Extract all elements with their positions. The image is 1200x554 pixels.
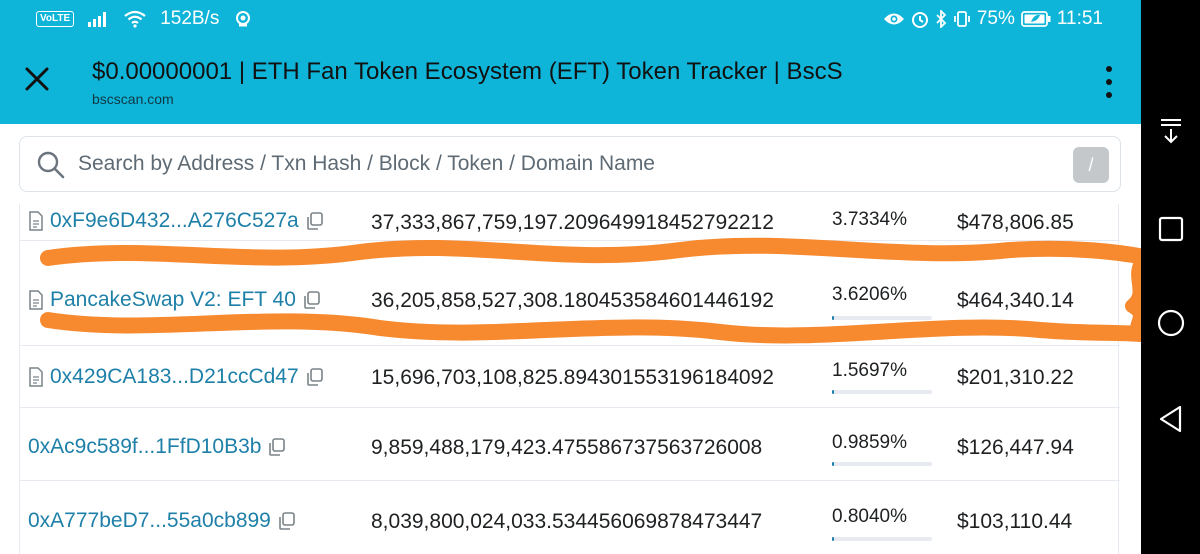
back-button[interactable] bbox=[1141, 404, 1200, 434]
holder-address-link[interactable]: 0xAc9c589f...1FfD10B3b bbox=[28, 435, 287, 459]
circle-home-icon bbox=[1157, 309, 1184, 337]
holder-percentage-bar bbox=[832, 462, 932, 466]
download-icon bbox=[1160, 119, 1181, 144]
search-box: / bbox=[19, 136, 1121, 192]
holder-percentage-bar bbox=[832, 390, 932, 394]
holder-address: 0x429CA183...D21ccCd47 bbox=[50, 365, 299, 388]
holder-address: 0xF9e6D432...A276C527a bbox=[50, 209, 299, 232]
search-section: / bbox=[0, 124, 1141, 204]
search-shortcut-key: / bbox=[1073, 147, 1109, 183]
holder-quantity: 8,039,800,024,033.534456069878473447 bbox=[371, 510, 763, 533]
copy-icon[interactable] bbox=[267, 437, 287, 457]
holder-quantity: 37,333,867,759,197.209649918452792212 bbox=[371, 211, 774, 234]
holder-address-link[interactable]: PancakeSwap V2: EFT 40 bbox=[28, 288, 322, 312]
holder-percentage: 0.8040% bbox=[832, 506, 908, 527]
copy-icon[interactable] bbox=[305, 211, 325, 231]
holder-percentage-bar bbox=[832, 537, 932, 541]
clock-time: 11:51 bbox=[1056, 8, 1103, 29]
holder-quantity: 15,696,703,108,825.894301553196184092 bbox=[371, 366, 774, 389]
wifi-icon bbox=[124, 10, 146, 28]
contract-file-icon bbox=[29, 367, 43, 387]
vibrate-icon bbox=[953, 10, 971, 28]
page-title: $0.00000001 | ETH Fan Token Ecosystem (E… bbox=[92, 58, 843, 85]
battery-saver-icon bbox=[1020, 11, 1051, 27]
holder-value: $478,806.85 bbox=[957, 211, 1074, 234]
page-url: bscscan.com bbox=[92, 91, 174, 107]
holder-address-link[interactable]: 0xA777beD7...55a0cb899 bbox=[28, 509, 297, 533]
contract-file-icon bbox=[29, 290, 43, 310]
holder-percentage: 0.9859% bbox=[832, 432, 908, 453]
net-speed: 152B/s bbox=[160, 8, 220, 29]
holder-address: 0xAc9c589f...1FfD10B3b bbox=[28, 435, 262, 458]
contract-file-icon bbox=[29, 211, 43, 231]
holders-table: 0xF9e6D432...A276C527a 37,333,867,759,19… bbox=[19, 204, 1120, 554]
alarm-icon bbox=[911, 10, 929, 28]
search-icon bbox=[37, 151, 65, 179]
status-bar: VoLTE 152B/s 75% bbox=[0, 0, 1141, 38]
bluetooth-icon bbox=[935, 10, 947, 28]
recents-button[interactable] bbox=[1141, 216, 1200, 242]
table-row: 0xA777beD7...55a0cb899 8,039,800,024,033… bbox=[20, 481, 1120, 554]
android-nav-bar bbox=[1141, 0, 1200, 554]
holder-value: $126,447.94 bbox=[957, 436, 1074, 459]
browser-toolbar: $0.00000001 | ETH Fan Token Ecosystem (E… bbox=[0, 38, 1141, 124]
holder-percentage: 1.5697% bbox=[832, 360, 908, 381]
holder-value: $201,310.22 bbox=[957, 366, 1074, 389]
holder-quantity: 9,859,488,179,423.475586737563726008 bbox=[371, 436, 763, 459]
home-button[interactable] bbox=[1141, 308, 1200, 338]
phone-screen: VoLTE 152B/s 75% bbox=[0, 0, 1141, 554]
hotspot-icon bbox=[233, 10, 253, 28]
eye-icon bbox=[883, 11, 905, 27]
copy-icon[interactable] bbox=[277, 511, 297, 531]
holder-address: PancakeSwap V2: EFT 40 bbox=[50, 288, 296, 311]
holder-value: $464,340.14 bbox=[957, 289, 1074, 312]
holder-address: 0xA777beD7...55a0cb899 bbox=[28, 509, 271, 532]
volte-badge: VoLTE bbox=[36, 11, 75, 27]
table-row: PancakeSwap V2: EFT 40 36,205,858,527,30… bbox=[20, 241, 1120, 346]
table-row: 0xF9e6D432...A276C527a 37,333,867,759,19… bbox=[20, 204, 1120, 241]
holder-percentage: 3.7334% bbox=[832, 209, 908, 230]
battery-percent: 75% bbox=[976, 8, 1015, 29]
search-input[interactable] bbox=[78, 145, 1038, 183]
holder-address-link[interactable]: 0xF9e6D432...A276C527a bbox=[28, 209, 325, 233]
more-options-button[interactable] bbox=[1103, 66, 1115, 98]
close-icon bbox=[25, 67, 49, 91]
holder-percentage-bar bbox=[832, 316, 932, 320]
holder-value: $103,110.44 bbox=[957, 510, 1073, 533]
copy-icon[interactable] bbox=[305, 367, 325, 387]
kebab-menu-icon bbox=[1106, 66, 1112, 72]
close-button[interactable] bbox=[22, 64, 52, 94]
triangle-back-icon bbox=[1159, 405, 1181, 433]
holder-quantity: 36,205,858,527,308.180453584601446192 bbox=[371, 289, 774, 312]
square-recents-icon bbox=[1158, 216, 1183, 242]
holder-address-link[interactable]: 0x429CA183...D21ccCd47 bbox=[28, 365, 325, 389]
copy-icon[interactable] bbox=[302, 290, 322, 310]
notification-pulldown-button[interactable] bbox=[1141, 118, 1200, 144]
signal-icon bbox=[88, 11, 110, 27]
table-row: 0xAc9c589f...1FfD10B3b 9,859,488,179,423… bbox=[20, 408, 1120, 481]
table-row: 0x429CA183...D21ccCd47 15,696,703,108,82… bbox=[20, 346, 1120, 408]
holder-percentage: 3.6206% bbox=[832, 284, 908, 305]
